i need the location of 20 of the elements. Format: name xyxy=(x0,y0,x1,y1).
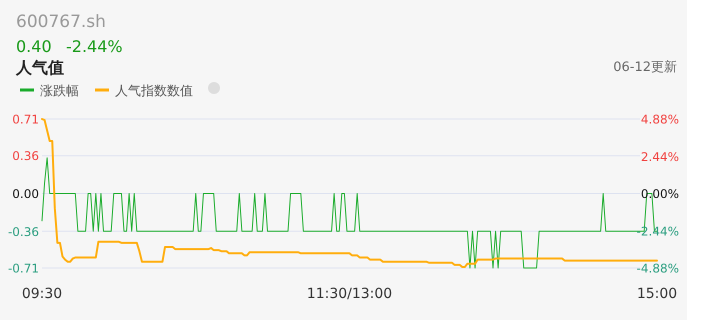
text: -2.44% xyxy=(66,37,123,56)
y2-tick-label: 4.88% xyxy=(640,112,679,126)
y-tick-label: 0.00 xyxy=(12,187,39,201)
x-tick-label: 09:30 xyxy=(22,286,62,302)
y-tick-label: -0.71 xyxy=(8,262,39,276)
text: 06-12更新 xyxy=(613,60,677,75)
y2-tick-label: 2.44% xyxy=(640,150,679,164)
text: 人气值 xyxy=(15,58,64,77)
y2-tick-label: -4.88% xyxy=(636,262,679,276)
y-tick-label: 0.36 xyxy=(12,149,39,164)
chart-title: 600767.sh xyxy=(16,12,106,32)
y2-tick-label: 0.00% xyxy=(640,187,679,201)
legend-label: 涨跌幅 xyxy=(40,84,79,99)
legend-label: 人气指数数值 xyxy=(115,84,193,99)
text: 0.40 xyxy=(16,37,52,56)
x-tick-label: 15:00 xyxy=(636,286,678,302)
y-tick-label: 0.71 xyxy=(12,112,39,126)
y-tick-label: -0.36 xyxy=(8,224,39,239)
y2-tick-label: -2.44% xyxy=(636,224,679,238)
x-tick-label: 11:30/13:00 xyxy=(306,286,392,302)
